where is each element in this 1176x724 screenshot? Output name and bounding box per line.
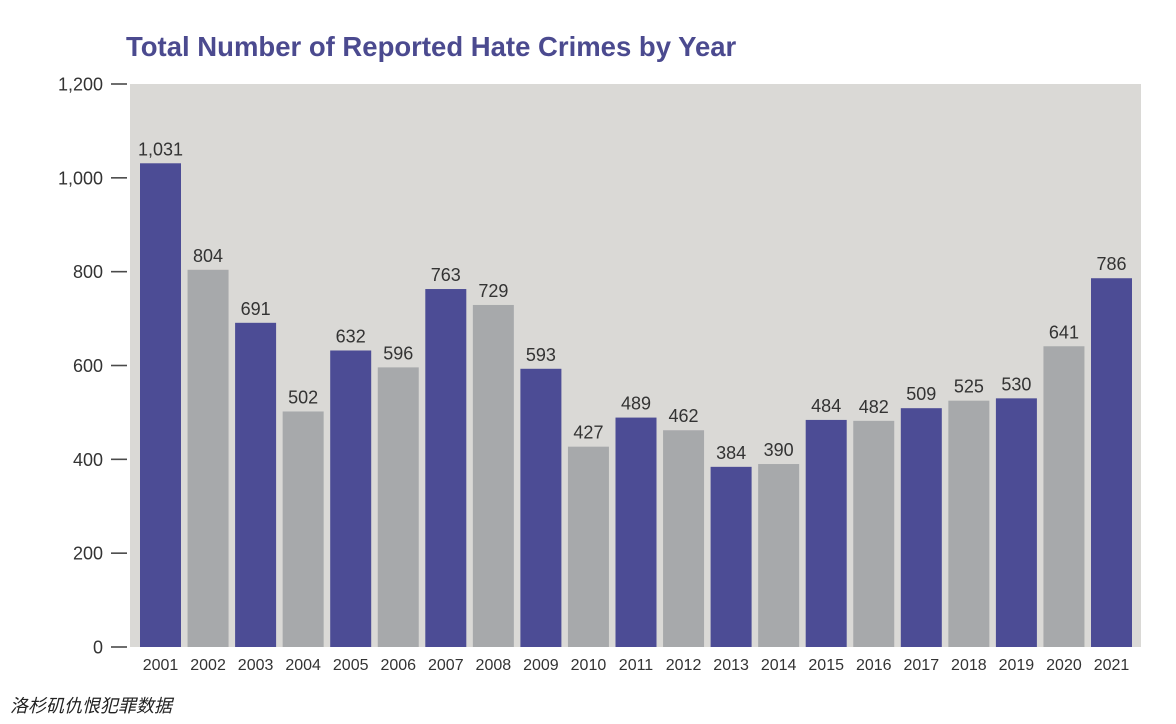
- value-label-2008: 729: [478, 281, 508, 301]
- x-tick-label-2014: 2014: [761, 657, 797, 674]
- y-tick-label: 400: [73, 450, 103, 470]
- data-labels: 1,031 804 691 502 632 596 763 729 593 427 489 462 38…: [138, 139, 1127, 463]
- value-label-2014: 390: [764, 440, 794, 460]
- x-tick-label-2005: 2005: [333, 657, 369, 674]
- image-caption: 洛杉矶仇恨犯罪数据: [10, 696, 175, 717]
- value-label-2012: 462: [669, 406, 699, 426]
- value-label-2021: 786: [1096, 254, 1126, 274]
- x-tick-label-2001: 2001: [143, 657, 179, 674]
- x-tick-label-2018: 2018: [951, 657, 987, 674]
- x-tick-label-2020: 2020: [1046, 657, 1082, 674]
- value-label-2007: 763: [431, 265, 461, 285]
- bar-2006: [377, 367, 419, 647]
- y-tick-label: 1,000: [58, 168, 103, 188]
- value-label-2013: 384: [716, 443, 746, 463]
- bar-2007: [425, 289, 467, 647]
- x-axis: 2001 2002 2003 2004 2005 2006 2007 2008 2009 2010…: [143, 657, 1130, 674]
- value-label-2015: 484: [811, 396, 841, 416]
- y-tick-label: 800: [73, 262, 103, 282]
- x-tick-label-2017: 2017: [904, 657, 940, 674]
- x-tick-label-2013: 2013: [713, 657, 749, 674]
- value-label-2018: 525: [954, 377, 984, 397]
- value-label-2011: 489: [621, 394, 651, 414]
- value-label-2020: 641: [1049, 322, 1079, 342]
- x-tick-label-2011: 2011: [619, 657, 654, 674]
- bar-2017: [900, 408, 942, 647]
- bar-2013: [710, 466, 752, 647]
- x-tick-label-2007: 2007: [428, 657, 464, 674]
- bar-series: [140, 163, 1132, 647]
- value-label-2004: 502: [288, 387, 318, 407]
- x-tick-label-2004: 2004: [285, 657, 321, 674]
- value-label-2016: 482: [859, 397, 889, 417]
- bar-2001: [140, 163, 181, 647]
- x-tick-label-2002: 2002: [190, 657, 226, 674]
- value-label-2010: 427: [573, 423, 603, 443]
- x-tick-label-2003: 2003: [238, 657, 274, 674]
- bar-2009: [520, 368, 562, 647]
- y-tick-label: 600: [73, 356, 103, 376]
- value-label-2006: 596: [383, 343, 413, 363]
- bar-2010: [567, 446, 609, 647]
- bar-2005: [330, 350, 372, 647]
- value-label-2003: 691: [241, 299, 271, 319]
- value-label-2005: 632: [336, 326, 366, 346]
- x-tick-label-2006: 2006: [380, 657, 416, 674]
- bar-2021: [1091, 278, 1132, 647]
- bar-2020: [1043, 346, 1085, 647]
- bar-2019: [995, 398, 1037, 647]
- x-tick-label-2008: 2008: [476, 657, 512, 674]
- x-tick-label-2015: 2015: [808, 657, 844, 674]
- value-label-2009: 593: [526, 345, 556, 365]
- bar-2008: [472, 304, 514, 647]
- x-tick-label-2021: 2021: [1094, 657, 1130, 674]
- y-tick-label: 1,200: [58, 75, 103, 95]
- x-tick-label-2019: 2019: [999, 657, 1035, 674]
- bar-2011: [615, 417, 657, 647]
- y-tick-label: 0: [93, 638, 103, 658]
- value-label-2002: 804: [193, 246, 223, 266]
- bar-2018: [948, 400, 990, 647]
- chart-title: Total Number of Reported Hate Crimes by …: [126, 31, 737, 62]
- x-tick-label-2010: 2010: [571, 657, 607, 674]
- y-tick-label: 200: [73, 544, 103, 564]
- bar-2014: [758, 464, 800, 647]
- bar-2015: [805, 419, 847, 647]
- x-tick-label-2012: 2012: [666, 657, 702, 674]
- y-axis: 0 200 400 600 800 1,000 1,200: [58, 75, 127, 658]
- value-label-2017: 509: [906, 384, 936, 404]
- bar-2002: [187, 269, 229, 647]
- bar-2003: [235, 322, 277, 647]
- bar-2004: [282, 411, 324, 647]
- bar-2016: [853, 420, 895, 647]
- x-tick-label-2016: 2016: [856, 657, 892, 674]
- value-label-2019: 530: [1001, 374, 1031, 394]
- x-tick-label-2009: 2009: [523, 657, 559, 674]
- bar-2012: [663, 430, 705, 647]
- value-label-2001: 1,031: [138, 139, 183, 159]
